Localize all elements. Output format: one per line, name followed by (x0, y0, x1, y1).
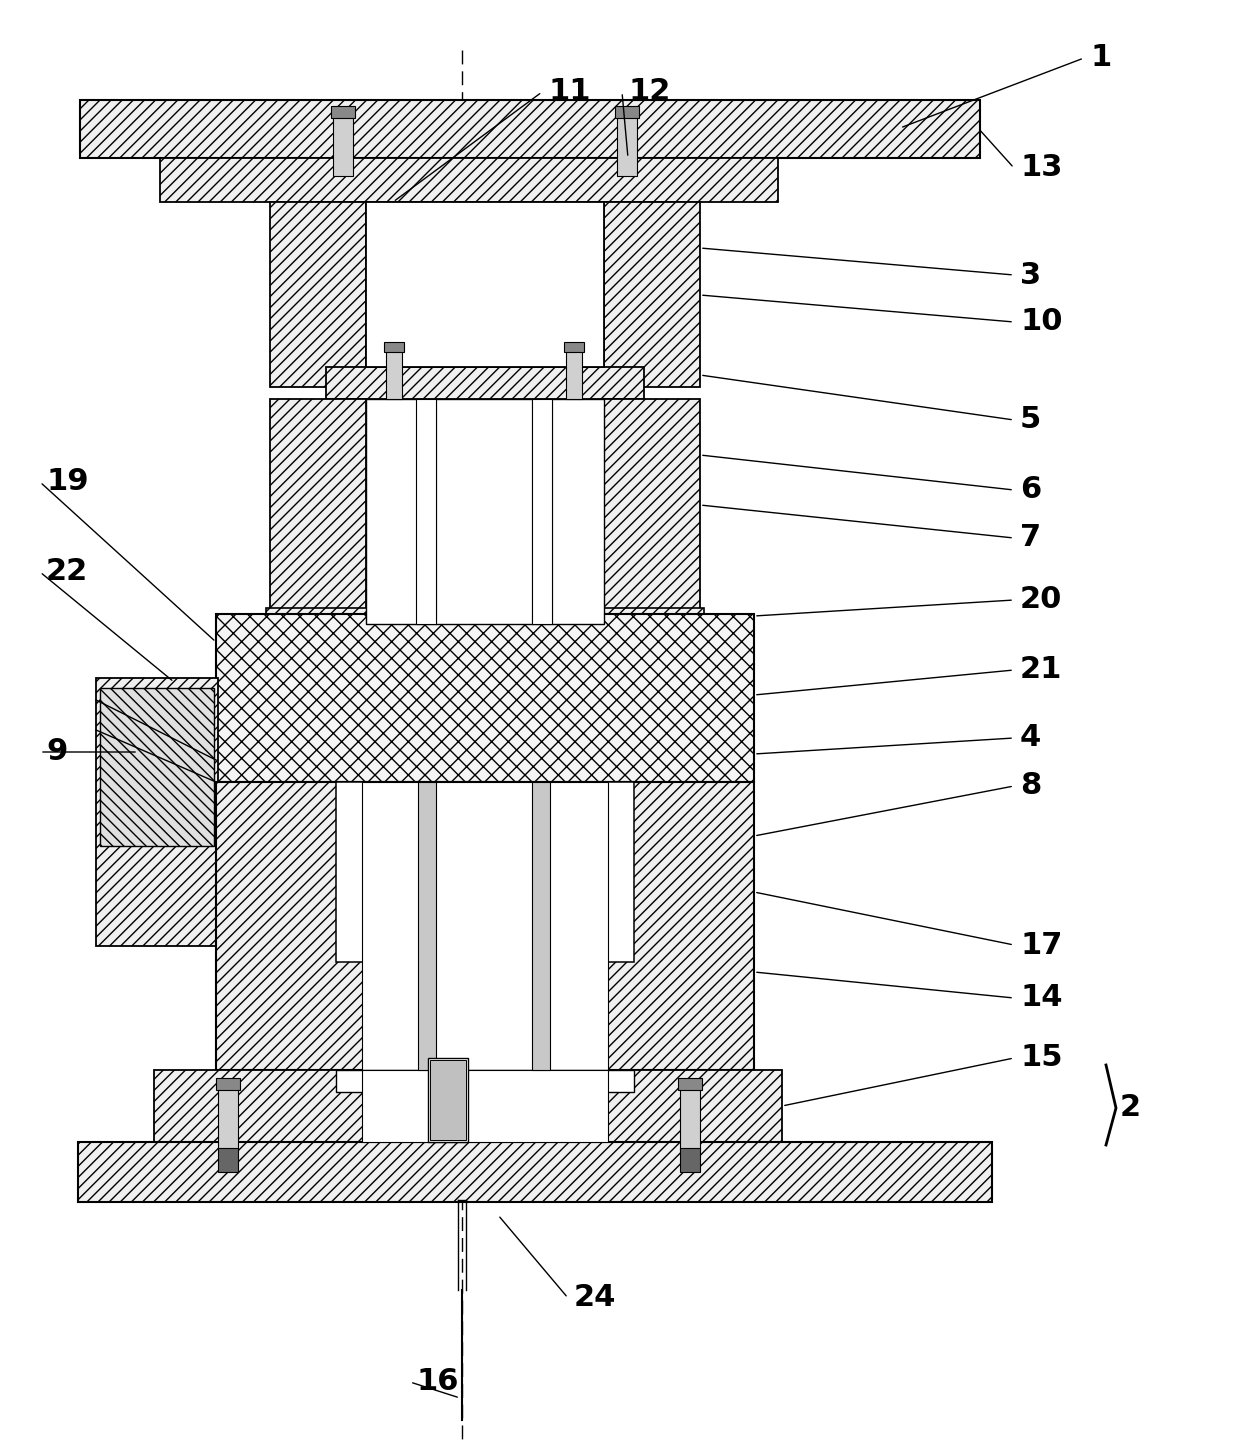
Bar (216, 1078, 241, 1090)
Bar (366, 203, 604, 368)
Text: 10: 10 (1021, 308, 1063, 337)
Bar (336, 781, 634, 962)
Text: 24: 24 (574, 1283, 616, 1312)
Bar (428, 1058, 467, 1142)
Bar (678, 1078, 702, 1090)
Text: 15: 15 (1021, 1043, 1063, 1072)
Bar (270, 203, 366, 386)
Bar (532, 399, 552, 624)
Bar (216, 781, 754, 1069)
Text: 11: 11 (548, 78, 590, 107)
Text: 12: 12 (627, 78, 671, 107)
Text: 17: 17 (1021, 930, 1063, 959)
Text: 6: 6 (1021, 476, 1042, 505)
Bar (615, 106, 639, 119)
Bar (604, 399, 701, 624)
Bar (95, 679, 218, 946)
Text: 2: 2 (1120, 1094, 1141, 1123)
Text: 19: 19 (46, 467, 88, 496)
Text: 16: 16 (415, 1367, 459, 1396)
Bar (415, 399, 436, 624)
Bar (154, 1069, 782, 1142)
Bar (430, 1061, 466, 1140)
Text: 8: 8 (1021, 771, 1042, 800)
Bar (564, 341, 584, 352)
Bar (81, 100, 980, 158)
Bar (216, 614, 754, 781)
Bar (532, 781, 551, 1069)
Bar (565, 344, 582, 399)
Bar (326, 368, 644, 399)
Bar (418, 781, 436, 1069)
Bar (270, 399, 366, 624)
Bar (160, 158, 777, 203)
Bar (362, 1069, 608, 1142)
Bar (680, 1079, 701, 1150)
Bar (331, 106, 355, 119)
Text: 9: 9 (46, 738, 67, 767)
Bar (218, 1147, 238, 1172)
Text: 20: 20 (1021, 586, 1063, 615)
Bar (362, 781, 608, 1069)
Bar (100, 687, 215, 846)
Bar (386, 344, 402, 399)
Text: 13: 13 (1021, 153, 1063, 182)
Bar (366, 399, 604, 624)
Bar (604, 203, 701, 386)
Bar (334, 109, 353, 177)
Text: 14: 14 (1021, 984, 1063, 1013)
Bar (680, 1147, 701, 1172)
Text: 5: 5 (1021, 405, 1042, 434)
Text: 3: 3 (1021, 260, 1042, 289)
Text: 4: 4 (1021, 724, 1042, 752)
Bar (78, 1142, 992, 1202)
Bar (218, 1079, 238, 1150)
Bar (267, 608, 704, 628)
Bar (384, 341, 404, 352)
Bar (618, 109, 637, 177)
Text: 22: 22 (46, 557, 88, 586)
Bar (336, 1069, 634, 1092)
Text: 21: 21 (1021, 655, 1063, 684)
Text: 7: 7 (1021, 524, 1042, 553)
Text: 1: 1 (1090, 43, 1111, 72)
